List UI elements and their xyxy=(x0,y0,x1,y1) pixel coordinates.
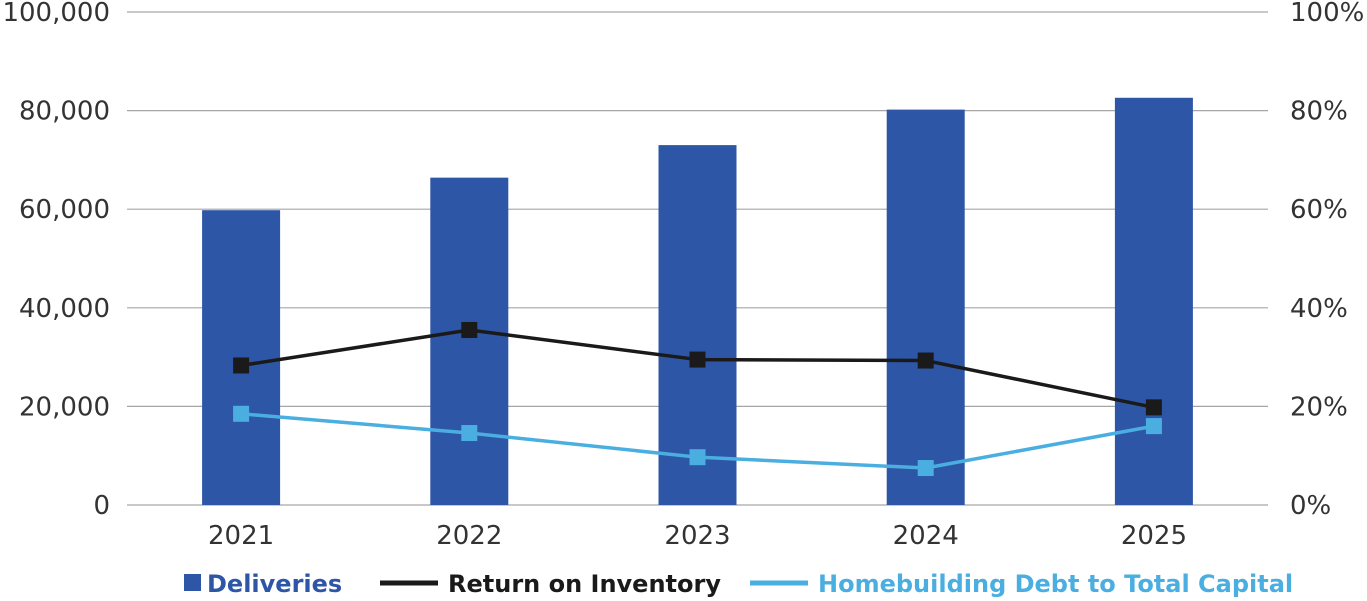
point-return-on-inventory-2025 xyxy=(1145,399,1162,416)
y-tick-label: 100,000 xyxy=(2,0,110,28)
series-lines xyxy=(233,321,1162,477)
x-tick-label: 2024 xyxy=(893,521,959,551)
x-tick-label: 2021 xyxy=(208,521,274,551)
legend: Deliveries Return on Inventory Homebuild… xyxy=(184,570,1293,598)
x-tick-label: 2022 xyxy=(436,521,502,551)
y2-tick-label: 60% xyxy=(1290,195,1348,225)
y-axis-left: 0 20,000 40,000 60,000 80,000 100,000 xyxy=(2,0,110,521)
legend-label-return-on-inventory: Return on Inventory xyxy=(448,570,721,598)
legend-label-debt-to-capital: Homebuilding Debt to Total Capital xyxy=(818,570,1293,598)
legend-swatch-deliveries xyxy=(184,574,201,591)
y-tick-label: 0 xyxy=(93,491,110,521)
legend-label-deliveries: Deliveries xyxy=(207,570,342,598)
y2-tick-label: 20% xyxy=(1290,392,1348,422)
point-return-on-inventory-2023 xyxy=(689,351,706,368)
point-homebuilding-debt-to-total-capital-2024 xyxy=(917,460,934,477)
y-tick-label: 60,000 xyxy=(19,195,110,225)
y-tick-label: 80,000 xyxy=(19,97,110,127)
y2-tick-label: 100% xyxy=(1290,0,1364,28)
bars xyxy=(202,97,1193,506)
bar-deliveries-2022 xyxy=(430,177,509,505)
point-return-on-inventory-2024 xyxy=(917,352,934,369)
point-homebuilding-debt-to-total-capital-2022 xyxy=(461,425,478,442)
x-tick-label: 2025 xyxy=(1121,521,1187,551)
bar-deliveries-2024 xyxy=(886,109,965,505)
y-axis-right: 0% 20% 40% 60% 80% 100% xyxy=(1290,0,1364,521)
x-tick-label: 2023 xyxy=(664,521,730,551)
bar-deliveries-2025 xyxy=(1114,97,1193,506)
point-return-on-inventory-2022 xyxy=(461,321,478,338)
y2-tick-label: 80% xyxy=(1290,97,1348,127)
y2-tick-label: 0% xyxy=(1290,491,1331,521)
y-tick-label: 20,000 xyxy=(19,392,110,422)
point-homebuilding-debt-to-total-capital-2023 xyxy=(689,449,706,466)
bar-deliveries-2023 xyxy=(658,145,737,506)
x-axis: 2021 2022 2023 2024 2025 xyxy=(208,521,1187,551)
point-return-on-inventory-2021 xyxy=(233,357,250,374)
point-homebuilding-debt-to-total-capital-2021 xyxy=(233,405,250,422)
y2-tick-label: 40% xyxy=(1290,294,1348,324)
point-homebuilding-debt-to-total-capital-2025 xyxy=(1145,418,1162,435)
y-tick-label: 40,000 xyxy=(19,294,110,324)
